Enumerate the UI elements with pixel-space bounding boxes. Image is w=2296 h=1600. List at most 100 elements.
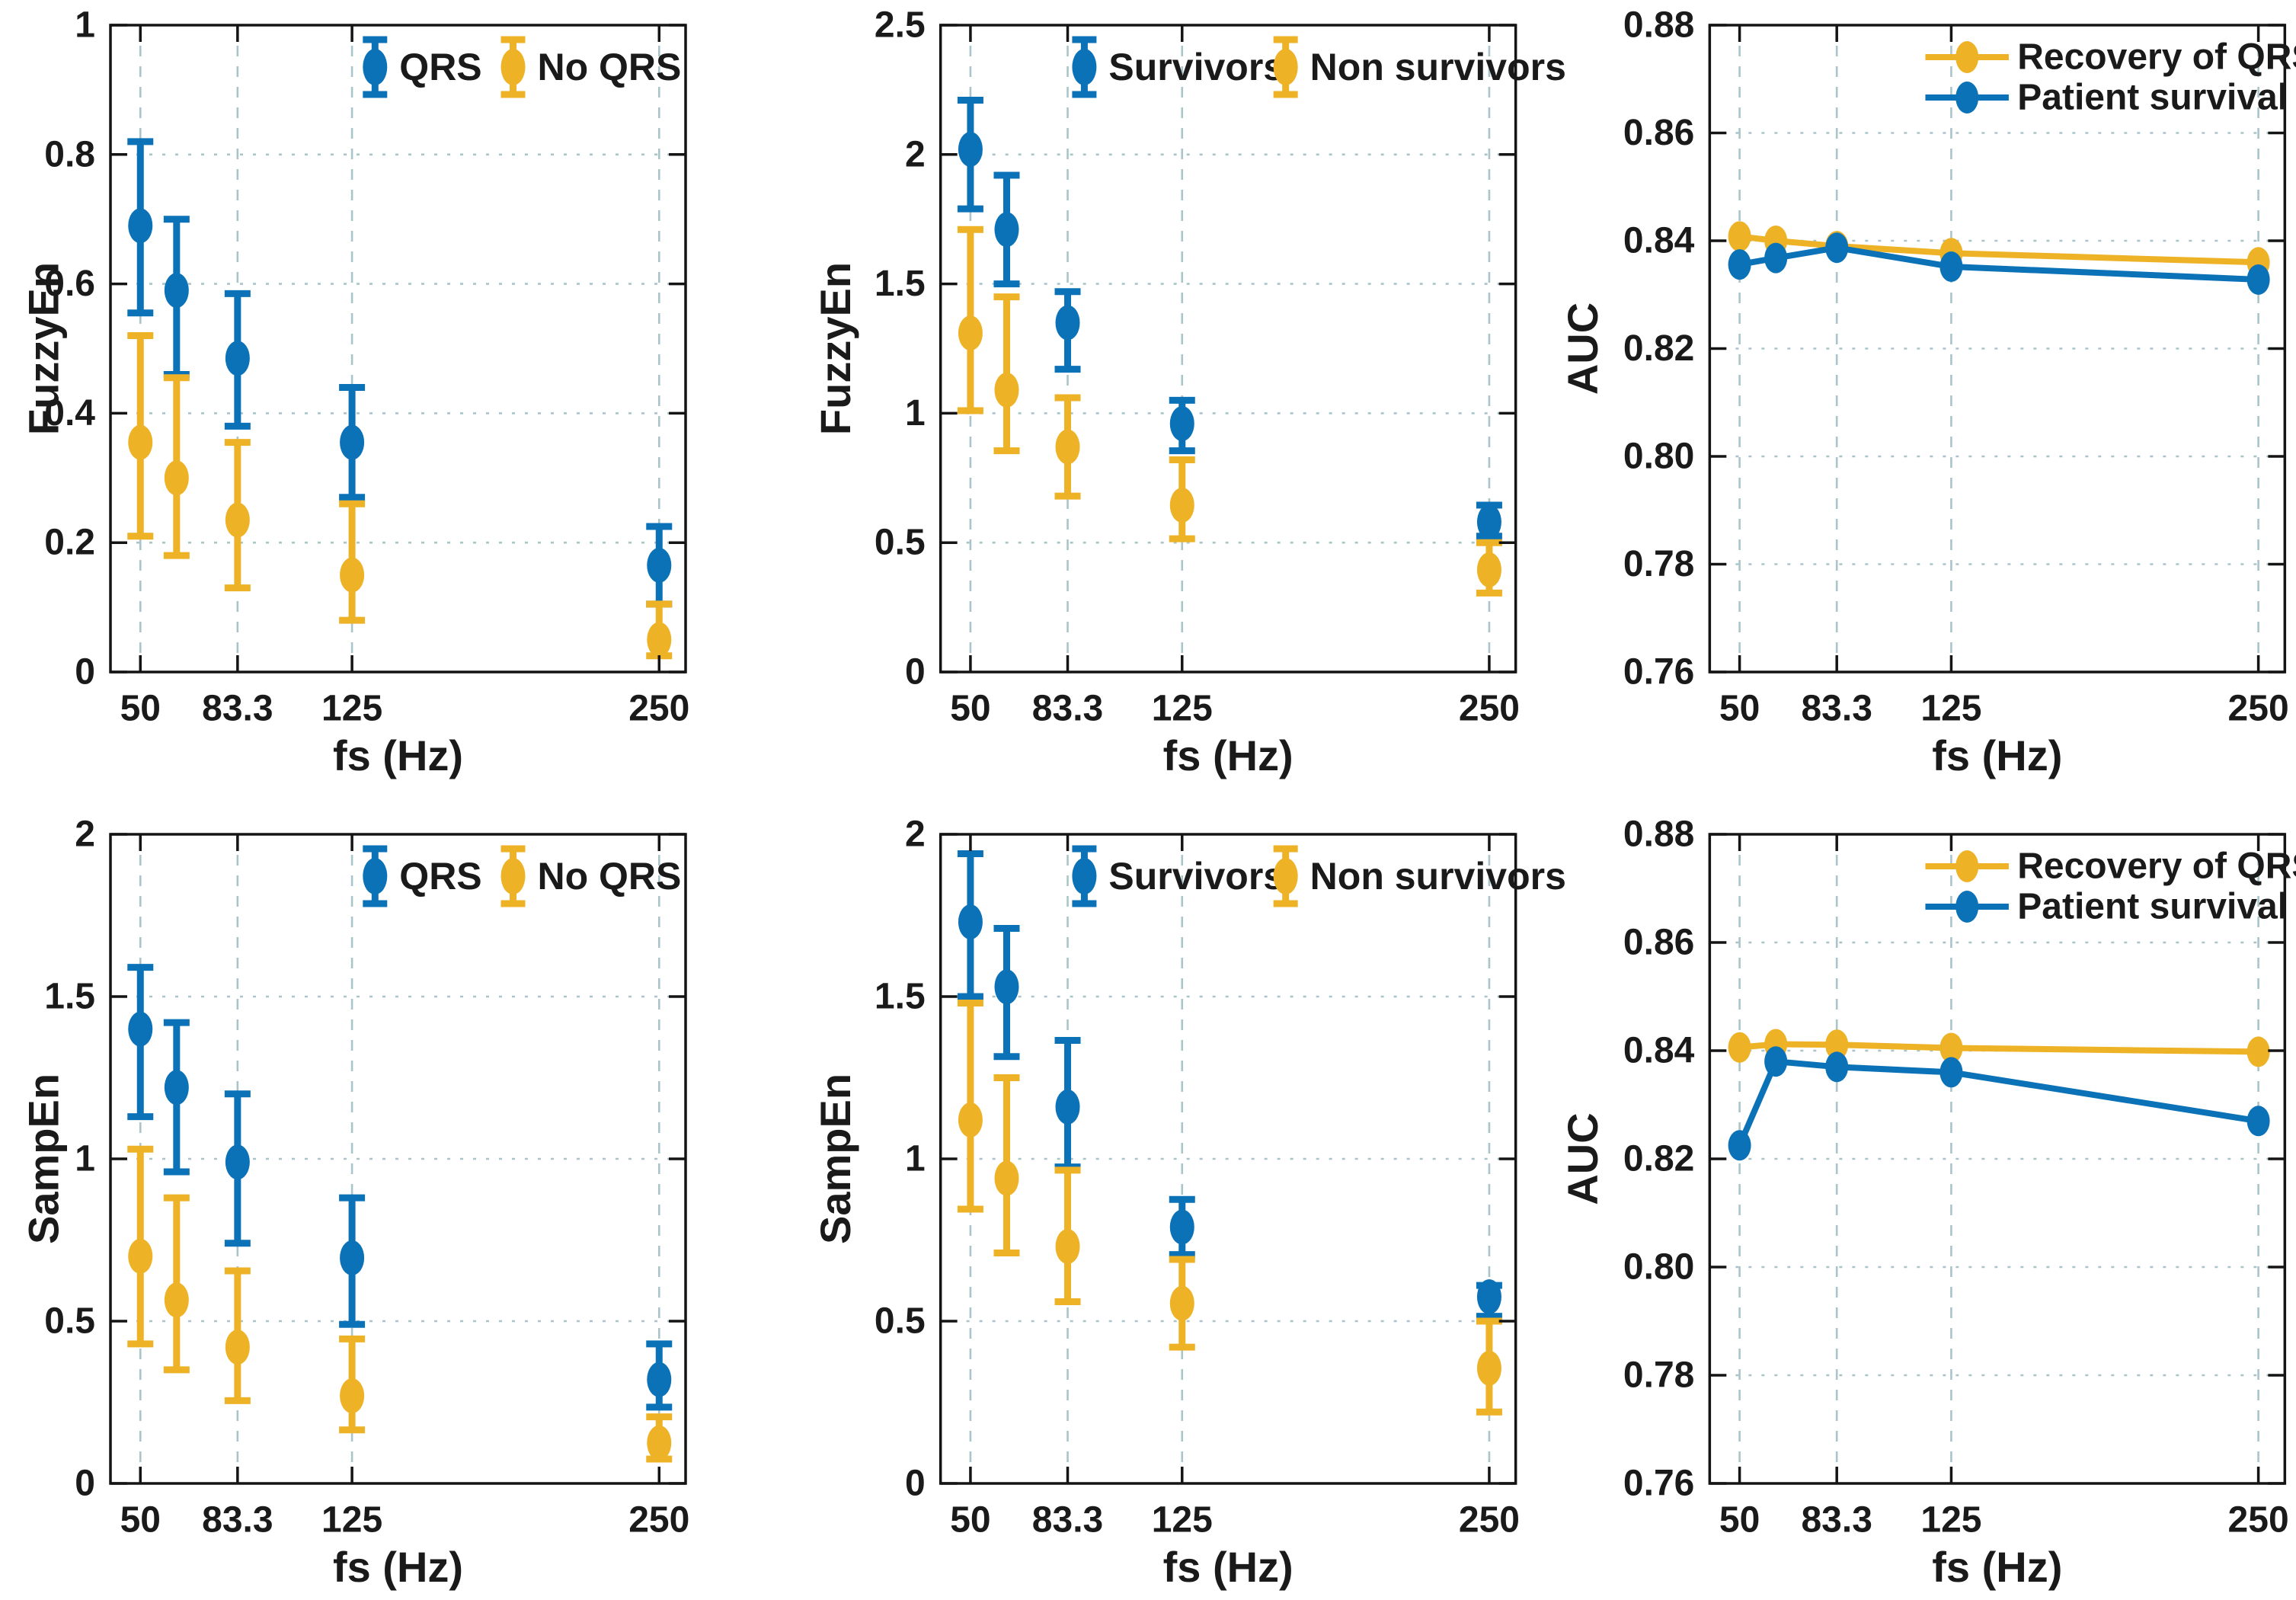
data-point-marker	[340, 1378, 365, 1413]
legend-item-label: Survivors	[1108, 46, 1284, 88]
data-point-marker	[128, 1011, 153, 1047]
y-tick-label: 0.84	[1623, 221, 1695, 261]
data-point-marker	[958, 132, 983, 168]
legend-item-label: Patient survival	[2017, 887, 2288, 927]
y-tick-label: 0.84	[1623, 1031, 1695, 1071]
y-tick-label: 1	[75, 1139, 95, 1179]
legend: Survivors Non survivors	[1072, 845, 1566, 907]
x-tick-label: 83.3	[1801, 689, 1872, 729]
legend-marker	[1955, 850, 1979, 882]
data-point-marker	[1476, 1350, 1501, 1386]
legend-marker	[1072, 858, 1097, 894]
series-survivors	[957, 850, 1502, 1320]
y-tick-label: 1	[905, 393, 926, 434]
legend: Survivors Non survivors	[1072, 36, 1566, 98]
x-tick-label: 125	[321, 1500, 382, 1541]
data-point-marker	[1939, 251, 1963, 282]
data-point-marker	[128, 424, 153, 460]
y-tick-label: 0.8	[44, 134, 95, 174]
legend-marker	[1955, 41, 1979, 73]
x-tick-label: 83.3	[1801, 1500, 1872, 1541]
data-point-marker	[647, 622, 672, 658]
x-tick-label: 125	[1920, 1500, 1981, 1541]
x-axis-label: fs (Hz)	[1163, 1543, 1293, 1591]
x-tick-label: 250	[628, 1500, 689, 1541]
x-tick-label: 250	[2228, 689, 2289, 729]
y-tick-label: 0.5	[875, 523, 926, 563]
legend-item-label: Non survivors	[1310, 46, 1566, 88]
y-tick-label: 0.76	[1623, 1464, 1694, 1504]
data-point-marker	[994, 372, 1019, 408]
y-tick-label: 0.78	[1623, 544, 1694, 584]
y-axis-label: SampEn	[20, 1074, 68, 1244]
y-tick-label: 2.5	[875, 5, 926, 46]
data-point-marker	[1764, 1046, 1788, 1077]
x-tick-label: 125	[321, 689, 382, 729]
data-point-marker	[1055, 1229, 1080, 1265]
data-point-marker	[2246, 1036, 2270, 1067]
y-tick-label: 0.2	[44, 523, 95, 563]
panel-bottom-right: 50 83.3 125 250 0.76 0.78 0.80 0.82 0.84 0.86 0.88…	[1559, 814, 2296, 1591]
data-point-marker	[994, 1160, 1019, 1196]
y-tick-label: 0.82	[1623, 1139, 1694, 1179]
series-qrs	[127, 964, 673, 1411]
series-non-survivors	[957, 1000, 1502, 1416]
series-patient-survival	[1728, 232, 2270, 295]
data-point-marker	[1939, 1032, 1963, 1064]
data-point-marker	[1728, 1130, 1751, 1161]
y-tick-label: 2	[905, 814, 926, 855]
y-tick-label: 0.80	[1623, 437, 1694, 477]
legend: QRS No QRS	[363, 36, 681, 98]
y-tick-label: 0.86	[1623, 113, 1694, 153]
series-recovery-of-qrs	[1728, 1029, 2270, 1067]
data-point-marker	[1764, 242, 1788, 274]
x-tick-label: 83.3	[1032, 689, 1103, 729]
series-patient-survival	[1728, 1046, 2270, 1161]
y-tick-label: 0	[75, 652, 95, 693]
data-point-marker	[1825, 232, 1849, 264]
x-tick-label: 83.3	[1032, 1500, 1103, 1541]
data-point-marker	[647, 547, 672, 583]
data-point-marker	[225, 341, 250, 376]
data-point-marker	[128, 1238, 153, 1274]
y-tick-label: 2	[75, 814, 95, 855]
x-tick-label: 125	[1152, 1500, 1213, 1541]
legend-item-label: QRS	[399, 46, 481, 88]
data-point-marker	[164, 1282, 189, 1318]
panel-bottom-middle: 50 83.3 125 250 0 0.5 1 1.5 2 fs (Hz) SampEn Surviv…	[811, 814, 1566, 1591]
legend-marker	[1072, 49, 1097, 85]
legend-item-label: Recovery of QRS	[2017, 846, 2296, 887]
data-point-marker	[1055, 1089, 1080, 1125]
data-point-marker	[1169, 487, 1194, 523]
series-line	[1736, 1058, 2259, 1147]
x-axis-label: fs (Hz)	[1163, 731, 1293, 779]
x-tick-label: 50	[950, 1500, 990, 1541]
y-axis-label: SampEn	[811, 1074, 859, 1244]
data-point-marker	[1169, 1285, 1194, 1321]
x-axis-label: fs (Hz)	[333, 731, 463, 779]
x-axis-label: fs (Hz)	[1932, 1543, 2062, 1591]
data-point-marker	[647, 1362, 672, 1397]
panel-bottom-left: 50 83.3 125 250 0 0.5 1 1.5 2 fs (Hz) SampEn QRS No …	[20, 814, 690, 1591]
legend-marker	[500, 858, 526, 894]
data-point-marker	[1169, 405, 1194, 441]
y-tick-label: 0.5	[875, 1301, 926, 1342]
data-point-marker	[340, 1240, 365, 1275]
data-point-marker	[2246, 1106, 2270, 1137]
plot-box	[939, 24, 1517, 674]
x-tick-label: 50	[120, 1500, 161, 1541]
y-tick-label: 0.88	[1623, 814, 1694, 855]
data-point-marker	[225, 1330, 250, 1365]
y-tick-label: 1.5	[875, 264, 926, 304]
data-point-marker	[340, 424, 365, 460]
legend-marker	[500, 49, 526, 85]
x-tick-label: 125	[1920, 689, 1981, 729]
data-point-marker	[340, 557, 365, 593]
legend-item-label: Patient survival	[2017, 78, 2288, 118]
x-tick-label: 250	[628, 689, 689, 729]
data-point-marker	[994, 212, 1019, 248]
y-tick-label: 0.6	[44, 264, 95, 304]
